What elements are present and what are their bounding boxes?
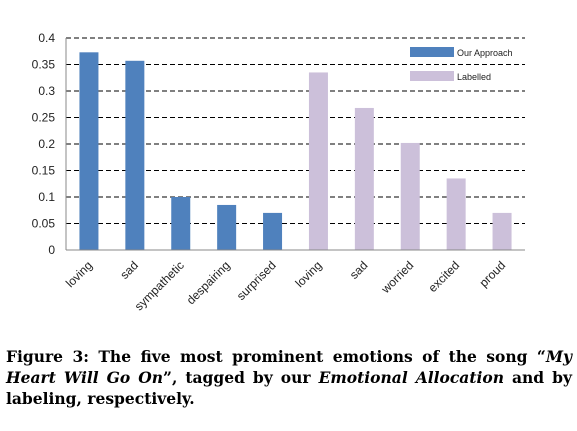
bar-despairing <box>217 204 237 250</box>
y-tick-label: 0.25 <box>32 111 56 125</box>
caption-method-name: Emotional Allocation <box>318 368 504 387</box>
caption-text-1: Figure 3: The five most prominent emotio… <box>6 347 546 366</box>
legend: Our Approach Labelled <box>410 47 513 82</box>
caption-text-2: ”, tagged by our <box>163 368 319 387</box>
bar-chart: 00.050.10.150.20.250.30.350.4 loving sads… <box>32 31 525 313</box>
legend-label: Labelled <box>457 72 491 82</box>
bar-loving <box>308 72 328 250</box>
x-tick-label: excited <box>425 258 462 295</box>
x-tick-label: sympathetic <box>132 258 187 313</box>
y-tick-label: 0 <box>48 243 55 257</box>
x-tick-label: sad <box>117 258 141 282</box>
x-tick-label: loving <box>63 258 95 290</box>
bars <box>79 52 512 251</box>
bar-worried <box>400 142 420 250</box>
x-tick-label: worried <box>378 258 416 296</box>
y-tick-label: 0.4 <box>38 31 55 45</box>
legend-swatch <box>410 47 454 57</box>
bar-sad <box>354 107 374 251</box>
x-tick-label: despairing <box>184 258 233 307</box>
legend-swatch <box>410 71 454 81</box>
caption-song-title: My Heart Will Go On <box>6 347 572 387</box>
x-tick-label: sad <box>347 258 371 282</box>
bar-surprised <box>263 212 283 250</box>
caption-text-3: and by labeling, respectively. <box>6 368 572 408</box>
y-axis: 0 0.05 0.1 0.15 0.2 0.25 0.3 0.35 0.4 <box>32 31 67 257</box>
bar-proud <box>492 212 512 250</box>
y-tick-label: 0.3 <box>38 84 55 98</box>
y-tick-label: 0.1 <box>38 190 55 204</box>
y-tick-label: 0.2 <box>38 137 55 151</box>
bar-sympathetic <box>171 197 191 250</box>
x-tick-label: surprised <box>234 258 279 303</box>
bar-loving <box>79 52 99 251</box>
x-tick-label: proud <box>477 258 509 290</box>
figure-caption: Figure 3: The five most prominent emotio… <box>6 346 572 409</box>
bar-excited <box>446 178 466 250</box>
y-tick-label: 0.35 <box>32 58 56 72</box>
x-tick-label: loving <box>292 258 324 290</box>
y-tick-label: 0.15 <box>32 164 56 178</box>
y-tick-label: 0.05 <box>32 217 56 231</box>
bar-sad <box>125 60 145 250</box>
legend-label: Our Approach <box>457 48 513 58</box>
